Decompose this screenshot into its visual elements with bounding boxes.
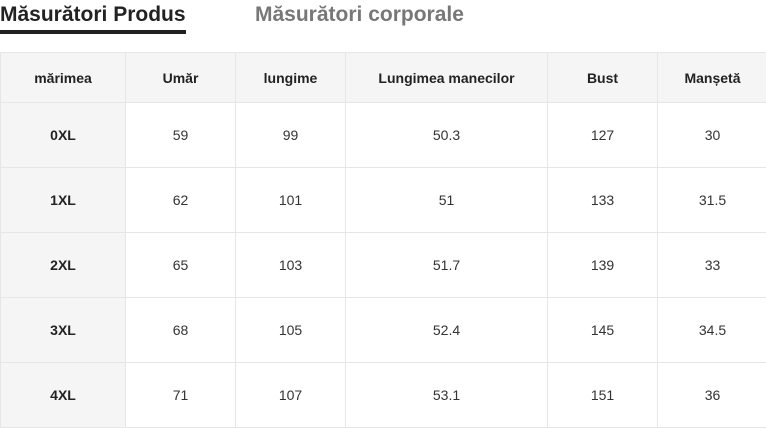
measurement-cell: 71: [126, 363, 236, 428]
measurement-cell: 103: [236, 233, 346, 298]
measurement-cell: 68: [126, 298, 236, 363]
size-label: 0XL: [1, 103, 126, 168]
measurement-cell: 105: [236, 298, 346, 363]
measurement-cell: 34.5: [658, 298, 766, 363]
measurement-cell: 36: [658, 363, 766, 428]
measurement-cell: 107: [236, 363, 346, 428]
measurement-cell: 51.7: [346, 233, 548, 298]
column-header: Lungimea manecilor: [346, 53, 548, 103]
measurement-cell: 139: [548, 233, 658, 298]
measurement-cell: 145: [548, 298, 658, 363]
measurement-cell: 62: [126, 168, 236, 233]
column-header: Manșetă: [658, 53, 766, 103]
measurement-cell: 33: [658, 233, 766, 298]
measurement-cell: 133: [548, 168, 658, 233]
tab-product-measurements[interactable]: Măsurători Produs: [0, 3, 186, 27]
measurement-cell: 59: [126, 103, 236, 168]
column-header: Bust: [548, 53, 658, 103]
measurement-cell: 52.4: [346, 298, 548, 363]
measurement-cell: 30: [658, 103, 766, 168]
measurement-cell: 50.3: [346, 103, 548, 168]
measurement-cell: 53.1: [346, 363, 548, 428]
size-label: 2XL: [1, 233, 126, 298]
size-label: 3XL: [1, 298, 126, 363]
measurement-cell: 151: [548, 363, 658, 428]
column-header: mărimea: [1, 53, 126, 103]
measurement-cell: 31.5: [658, 168, 766, 233]
size-label: 4XL: [1, 363, 126, 428]
tab-body-measurements[interactable]: Măsurători corporale: [255, 3, 464, 27]
measurement-cell: 101: [236, 168, 346, 233]
measurement-tabs: Măsurători Produs Măsurători corporale: [0, 0, 766, 34]
measurement-cell: 65: [126, 233, 236, 298]
column-header: Umăr: [126, 53, 236, 103]
size-label: 1XL: [1, 168, 126, 233]
measurement-cell: 99: [236, 103, 346, 168]
measurement-cell: 51: [346, 168, 548, 233]
column-header: lungime: [236, 53, 346, 103]
measurement-cell: 127: [548, 103, 658, 168]
